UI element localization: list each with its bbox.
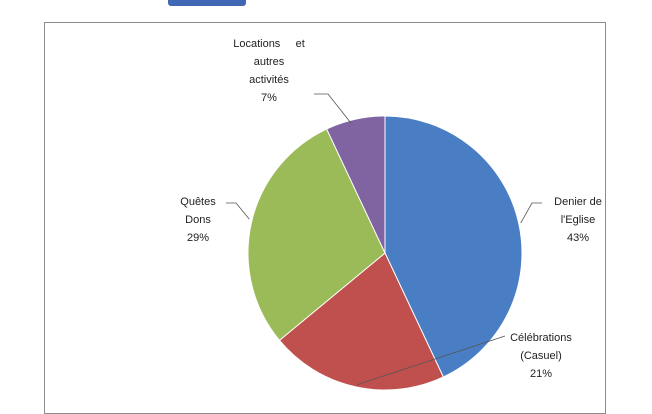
leader-line-2 bbox=[356, 335, 506, 386]
slice-label-1: Denier de l'Eglise 43% bbox=[554, 196, 602, 244]
slice-label-2: Célébrations (Casuel) 21% bbox=[510, 332, 572, 380]
data-labels: Denier de l'Eglise 43% Célébrations (Casuel)… bbox=[180, 38, 602, 380]
title-fragment bbox=[168, 0, 246, 6]
leader-line-1 bbox=[520, 202, 542, 224]
pie-slice-2 bbox=[278, 252, 444, 391]
pie-chart: Denier de l'Eglise 43% Célébrations (Casuel)… bbox=[180, 38, 602, 391]
pie-slice-1 bbox=[384, 115, 523, 378]
leader-line-4 bbox=[314, 93, 352, 124]
leader-line-3 bbox=[226, 202, 250, 220]
slice-label-4: Locations et autres activités 7% bbox=[233, 38, 305, 104]
leader-lines bbox=[226, 93, 542, 386]
pie-slices bbox=[247, 115, 523, 391]
pie-slice-3 bbox=[247, 128, 386, 342]
pie-slice-4 bbox=[326, 115, 386, 254]
slice-label-3: Quêtes Dons 29% bbox=[180, 196, 216, 244]
